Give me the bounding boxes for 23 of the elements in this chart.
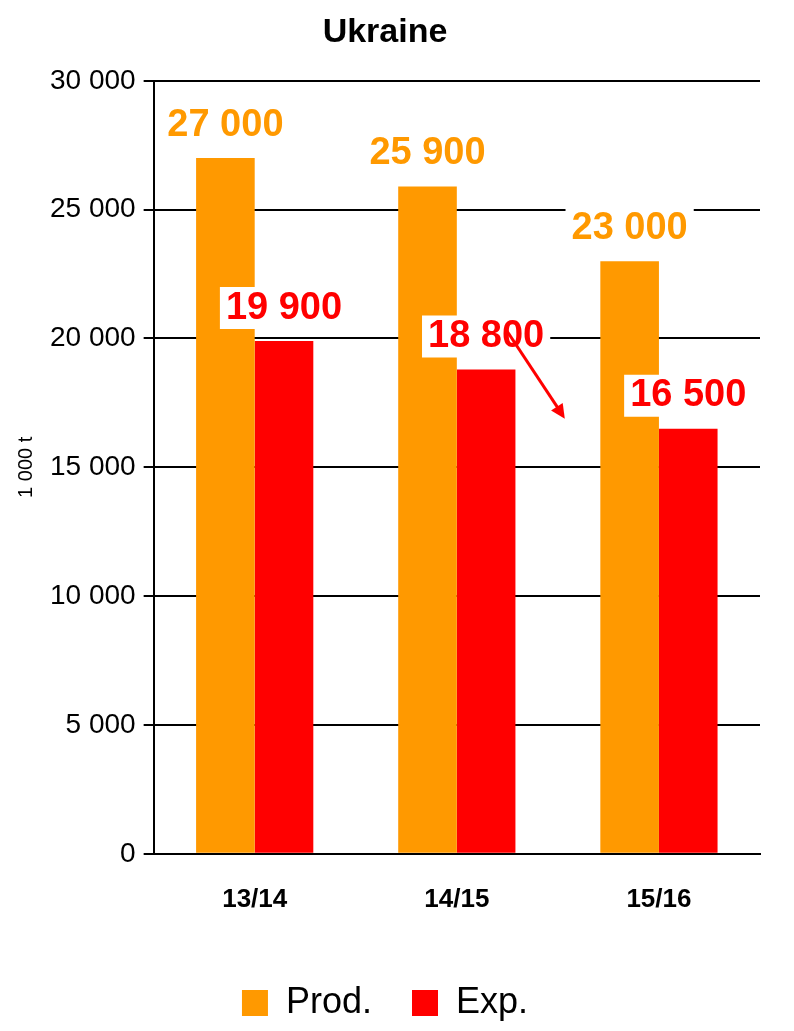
x-tick-label: 14/15 <box>424 882 490 913</box>
y-tick-label: 5 000 <box>65 707 136 739</box>
legend-label: Exp. <box>456 979 529 1021</box>
bar <box>456 369 516 853</box>
bar <box>658 428 718 853</box>
data-label: 16 500 <box>630 372 747 415</box>
data-label: 27 000 <box>167 101 284 144</box>
data-label: 25 900 <box>369 129 486 172</box>
legend-label: Prod. <box>285 979 373 1021</box>
y-tick-label: 15 000 <box>50 450 136 482</box>
data-label: 19 900 <box>225 284 343 327</box>
y-axis-title: 1 000 t <box>13 436 36 498</box>
bar <box>254 341 314 853</box>
x-tick-label: 13/14 <box>222 882 288 913</box>
y-tick-label: 10 000 <box>50 578 136 610</box>
x-tick-label: 15/16 <box>626 882 692 913</box>
data-label: 18 800 <box>428 312 545 355</box>
y-tick-label: 20 000 <box>50 321 136 353</box>
chart-title: Ukraine <box>322 10 448 49</box>
y-tick-label: 0 <box>120 836 136 868</box>
y-tick-label: 30 000 <box>50 63 136 95</box>
y-tick-label: 25 000 <box>50 192 136 224</box>
data-label: 23 000 <box>571 204 688 247</box>
